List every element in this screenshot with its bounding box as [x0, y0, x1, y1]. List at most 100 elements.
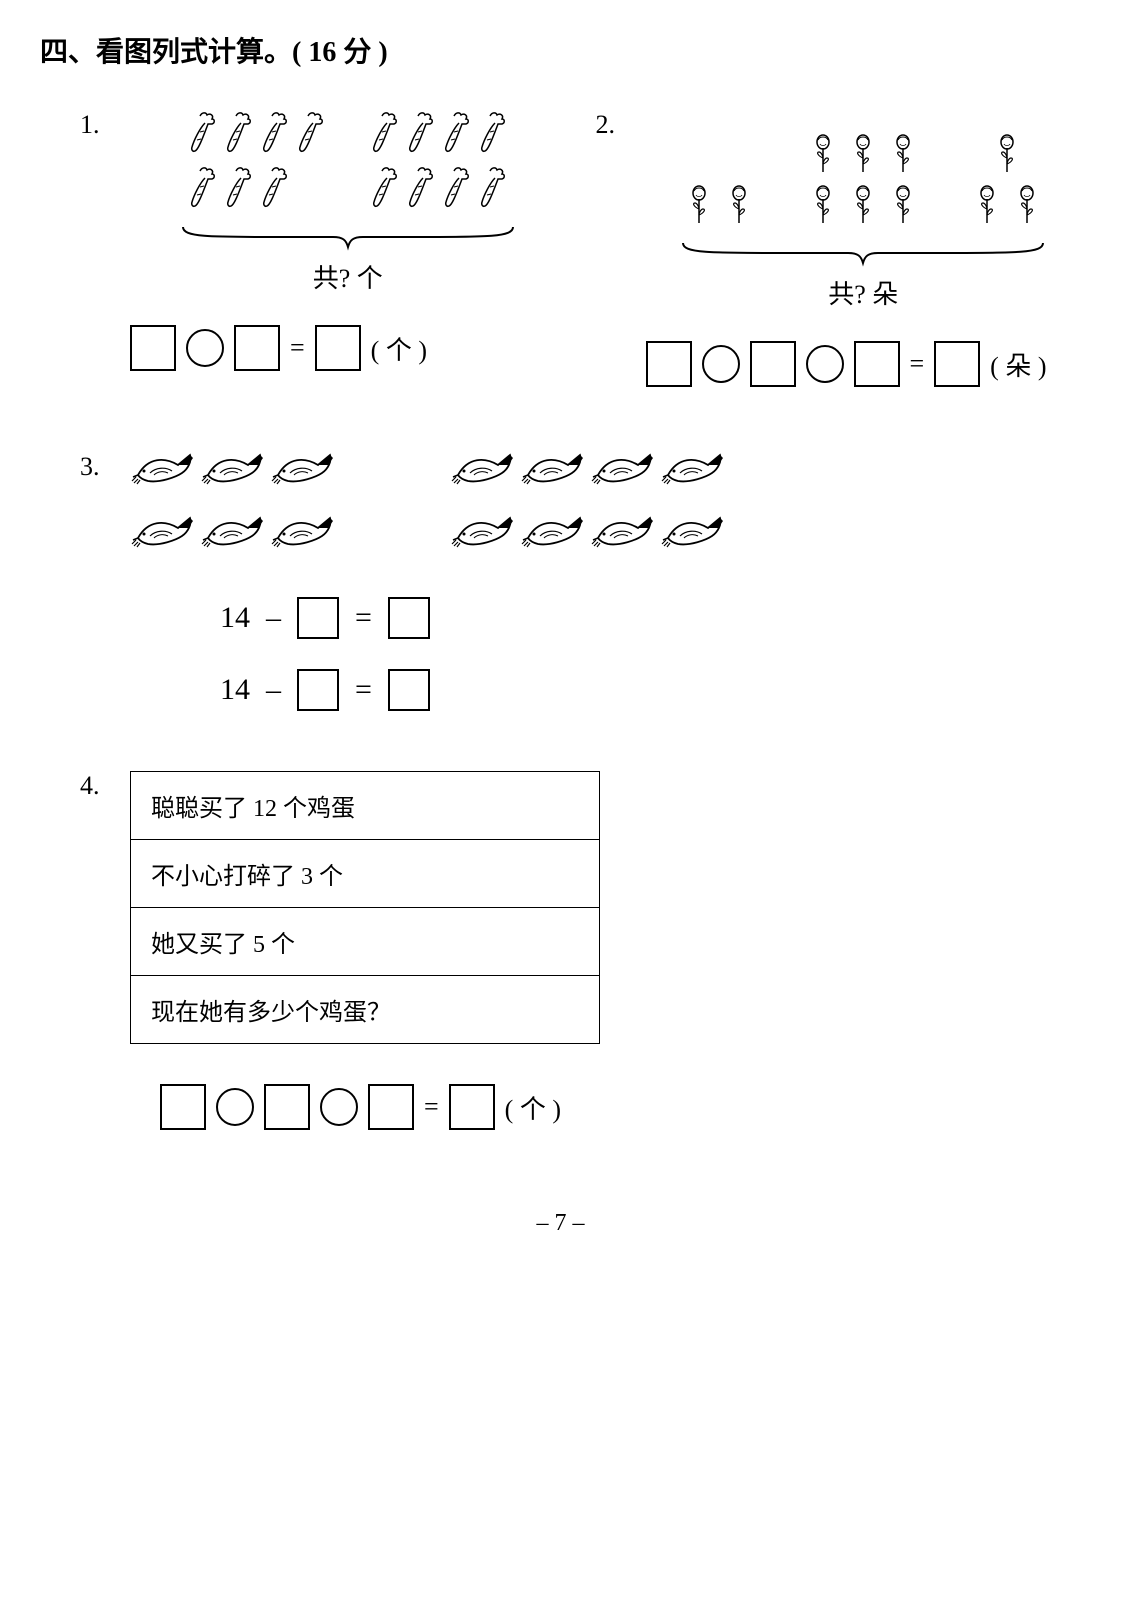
carrot-icon	[258, 165, 292, 214]
flower-group-3	[970, 130, 1044, 230]
flower-icon	[722, 181, 756, 230]
bird-icon	[450, 447, 520, 494]
answer-box[interactable]	[934, 341, 980, 387]
operator-circle[interactable]	[186, 329, 224, 367]
bird-icon	[130, 447, 200, 494]
bird-icon	[520, 510, 590, 557]
flower-group-2	[806, 130, 920, 230]
flower-icon	[806, 130, 840, 179]
bird-icon	[270, 510, 340, 557]
answer-box[interactable]	[388, 597, 430, 639]
problem-number: 1.	[80, 110, 100, 140]
problem-number: 3.	[80, 452, 100, 482]
flower-icon	[886, 181, 920, 230]
unit-label: ( 朵 )	[990, 346, 1046, 383]
brace-icon	[178, 222, 518, 252]
carrot-icon	[404, 110, 438, 159]
carrot-icon	[222, 165, 256, 214]
equation-1: = ( 个 )	[130, 325, 566, 371]
bird-icon	[660, 447, 730, 494]
answer-box[interactable]	[160, 1084, 206, 1130]
carrot-icon	[186, 110, 220, 159]
answer-box[interactable]	[297, 597, 339, 639]
answer-box[interactable]	[646, 341, 692, 387]
flower-icon	[990, 130, 1024, 179]
story-row: 现在她有多少个鸡蛋？	[131, 976, 600, 1044]
equation-4: = ( 个 )	[160, 1084, 1081, 1130]
carrot-group-right	[368, 110, 510, 214]
carrot-icon	[368, 110, 402, 159]
answer-box[interactable]	[449, 1084, 495, 1130]
brace-icon	[678, 238, 1048, 268]
equation-3a: 14 – =	[220, 597, 1081, 639]
carrot-groups	[130, 110, 566, 214]
equals-sign: =	[290, 333, 305, 363]
carrot-icon	[368, 165, 402, 214]
story-row: 她又买了 5 个	[131, 908, 600, 976]
flower-icon	[886, 130, 920, 179]
story-row: 聪聪买了 12 个鸡蛋	[131, 772, 600, 840]
answer-box[interactable]	[297, 669, 339, 711]
answer-box[interactable]	[315, 325, 361, 371]
equals-sign: =	[424, 1092, 439, 1122]
carrot-icon	[258, 110, 292, 159]
bird-row-1	[130, 447, 1081, 494]
answer-box[interactable]	[854, 341, 900, 387]
answer-box[interactable]	[130, 325, 176, 371]
problem-number: 4.	[80, 771, 100, 801]
bird-row-2	[130, 510, 1081, 557]
bird-icon	[590, 447, 660, 494]
flower-icon	[682, 181, 716, 230]
answer-box[interactable]	[264, 1084, 310, 1130]
page-number: – 7 –	[40, 1210, 1081, 1237]
problem-4: 4. 聪聪买了 12 个鸡蛋 不小心打碎了 3 个 她又买了 5 个 现在她有多…	[40, 771, 1081, 1130]
bird-icon	[520, 447, 590, 494]
lhs-number: 14	[220, 601, 250, 635]
bird-icon	[450, 510, 520, 557]
carrot-icon	[440, 110, 474, 159]
brace-label: 共? 朵	[646, 274, 1082, 311]
carrot-icon	[476, 110, 510, 159]
flower-icon	[846, 130, 880, 179]
bird-icon	[130, 510, 200, 557]
story-row: 不小心打碎了 3 个	[131, 840, 600, 908]
equals-sign: =	[355, 673, 372, 707]
equation-3b: 14 – =	[220, 669, 1081, 711]
problem-3: 3. 14 – = 14 – =	[40, 447, 1081, 711]
brace-label: 共? 个	[130, 258, 566, 295]
operator-circle[interactable]	[702, 345, 740, 383]
answer-box[interactable]	[388, 669, 430, 711]
answer-box[interactable]	[368, 1084, 414, 1130]
flower-icon	[970, 181, 1004, 230]
carrot-icon	[222, 110, 256, 159]
carrot-icon	[440, 165, 474, 214]
answer-box[interactable]	[750, 341, 796, 387]
flower-group-1	[682, 181, 756, 230]
bird-icon	[200, 510, 270, 557]
section-title: 四、看图列式计算。( 16 分 )	[40, 30, 1081, 70]
bird-icon	[660, 510, 730, 557]
operator-circle[interactable]	[806, 345, 844, 383]
problem-number: 2.	[596, 110, 616, 140]
carrot-icon	[186, 165, 220, 214]
answer-box[interactable]	[234, 325, 280, 371]
operator-circle[interactable]	[216, 1088, 254, 1126]
unit-label: ( 个 )	[505, 1089, 561, 1126]
carrot-icon	[404, 165, 438, 214]
lhs-number: 14	[220, 673, 250, 707]
problem-1: 1. 共? 个 = ( 个 )	[40, 110, 566, 387]
carrot-group-left	[186, 110, 328, 214]
bird-icon	[590, 510, 660, 557]
unit-label: ( 个 )	[371, 330, 427, 367]
bird-icon	[200, 447, 270, 494]
flower-icon	[1010, 181, 1044, 230]
equation-2: = ( 朵 )	[646, 341, 1082, 387]
equals-sign: =	[910, 349, 925, 379]
problem-2: 2. 共? 朵 =	[596, 110, 1082, 387]
carrot-icon	[294, 110, 328, 159]
flower-icon	[846, 181, 880, 230]
carrot-icon	[476, 165, 510, 214]
minus-sign: –	[266, 673, 281, 707]
story-table: 聪聪买了 12 个鸡蛋 不小心打碎了 3 个 她又买了 5 个 现在她有多少个鸡…	[130, 771, 600, 1044]
operator-circle[interactable]	[320, 1088, 358, 1126]
